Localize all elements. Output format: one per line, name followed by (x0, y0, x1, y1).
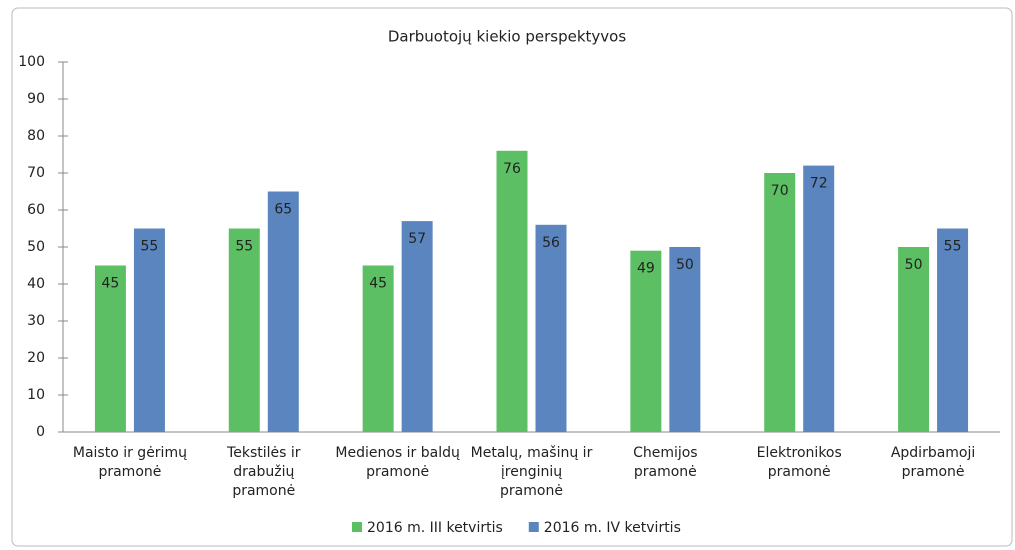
y-tick-label: 100 (18, 54, 45, 70)
y-tick-label: 60 (27, 202, 45, 218)
x-tick-label: Apdirbamoji pramonė (890, 445, 976, 480)
data-label: 72 (810, 176, 828, 192)
y-tick-label: 0 (36, 424, 45, 440)
bar (362, 265, 394, 432)
data-label: 55 (141, 239, 159, 255)
data-label: 56 (542, 235, 560, 251)
bar (937, 228, 969, 432)
data-label: 55 (944, 239, 962, 255)
bar (496, 150, 528, 433)
bar (630, 250, 662, 432)
y-tick-label: 30 (27, 313, 45, 329)
x-tick-label: Chemijos pramonė (633, 445, 698, 480)
bar (401, 221, 433, 432)
x-tick-label: Maisto ir gėrimų pramonė (72, 445, 187, 480)
data-label: 65 (274, 202, 292, 218)
y-tick-label: 50 (27, 239, 45, 255)
legend-label: 2016 m. III ketvirtis (367, 520, 503, 536)
bar (228, 228, 260, 432)
bar (898, 247, 930, 432)
y-tick-label: 80 (27, 128, 45, 144)
bar (133, 228, 165, 432)
data-label: 45 (102, 276, 120, 292)
data-label: 57 (408, 231, 426, 247)
bar (535, 224, 567, 432)
legend-label: 2016 m. IV ketvirtis (544, 520, 681, 536)
y-tick-label: 20 (27, 350, 45, 366)
data-label: 45 (369, 276, 387, 292)
bar (803, 165, 835, 432)
data-label: 50 (676, 257, 694, 273)
x-tick-label: Medienos ir baldų pramonė (335, 445, 460, 480)
bar (764, 173, 796, 432)
x-tick-label: Metalų, mašinų ir įrenginių pramonė (470, 445, 593, 499)
y-tick-label: 40 (27, 276, 45, 292)
chart-title: Darbuotojų kiekio perspektyvos (388, 28, 626, 46)
x-tick-label: Elektronikos pramonė (756, 445, 842, 480)
y-tick-label: 10 (27, 387, 45, 403)
y-tick-label: 70 (27, 165, 45, 181)
data-label: 70 (771, 183, 789, 199)
data-label: 76 (503, 161, 521, 177)
data-label: 50 (905, 257, 923, 273)
legend-swatch (352, 522, 362, 532)
x-tick-label: Tekstilės ir drabužių pramonė (227, 445, 301, 499)
bar (94, 265, 126, 432)
bar (267, 191, 299, 432)
y-tick-label: 90 (27, 91, 45, 107)
data-label: 55 (235, 239, 253, 255)
bar (669, 247, 701, 432)
data-label: 49 (637, 261, 655, 277)
legend-swatch (528, 522, 539, 532)
